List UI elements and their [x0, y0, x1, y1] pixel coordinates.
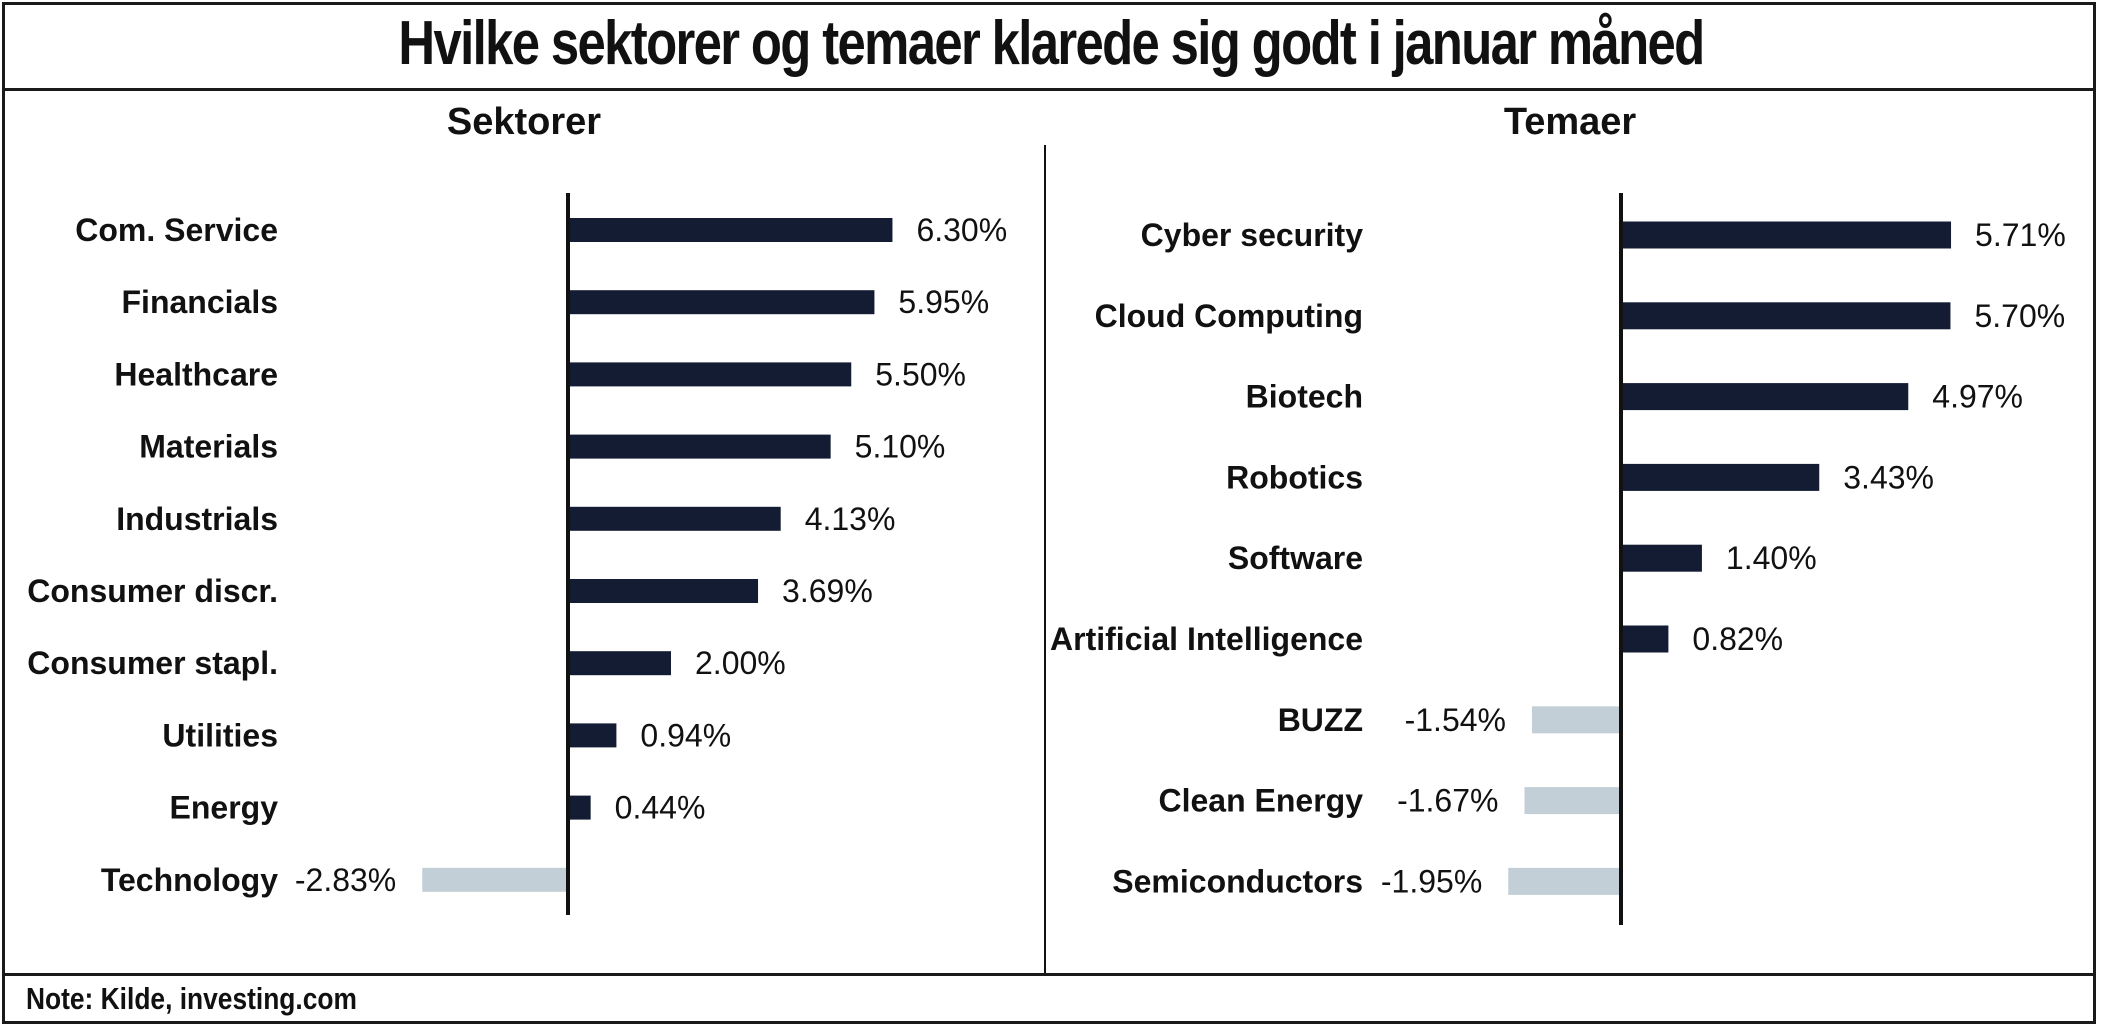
- category-label: Materials: [139, 429, 278, 465]
- category-label: Com. Service: [75, 212, 278, 248]
- title-divider: [2, 88, 2096, 91]
- data-label: 0.44%: [615, 790, 706, 826]
- category-label: Clean Energy: [1158, 783, 1363, 819]
- category-label: Biotech: [1246, 379, 1363, 415]
- data-label: 5.10%: [855, 429, 946, 465]
- category-label: Cloud Computing: [1095, 298, 1363, 334]
- category-label: Utilities: [162, 717, 278, 753]
- data-label: 6.30%: [916, 212, 1007, 248]
- sektorer-panel: Sektorer 6.30% Com. Service 5.95% Financials…: [27, 101, 1007, 915]
- data-label: 5.71%: [1975, 217, 2066, 253]
- bar: [422, 867, 568, 892]
- data-label: 3.43%: [1843, 459, 1934, 495]
- data-label: 0.94%: [640, 717, 731, 753]
- data-label: 3.69%: [782, 573, 873, 609]
- bar: [1621, 221, 1952, 249]
- bar: [568, 579, 759, 603]
- bar: [568, 362, 852, 387]
- category-label: Artificial Intelligence: [1050, 621, 1363, 657]
- data-label: -1.95%: [1381, 863, 1482, 899]
- bar: [1621, 544, 1702, 572]
- data-label: 4.13%: [805, 501, 896, 537]
- bar: [1621, 625, 1669, 653]
- category-label: BUZZ: [1278, 702, 1363, 738]
- bar: [568, 651, 671, 676]
- category-label: Financials: [122, 284, 279, 320]
- category-label: Industrials: [116, 501, 278, 537]
- source-note: Note: Kilde, investing.com: [26, 981, 357, 1016]
- bar: [1508, 867, 1621, 895]
- bar: [568, 795, 591, 820]
- category-label: Semiconductors: [1112, 863, 1363, 899]
- bar: [1621, 302, 1951, 330]
- data-label: 1.40%: [1726, 540, 1817, 576]
- category-label: Software: [1228, 540, 1363, 576]
- data-label: -1.54%: [1405, 702, 1506, 738]
- category-label: Energy: [170, 790, 279, 826]
- panel-title: Sektorer: [447, 101, 601, 143]
- bar: [1524, 787, 1621, 815]
- bar: [1621, 383, 1909, 411]
- data-label: 4.97%: [1932, 379, 2023, 415]
- panel-title: Temaer: [1504, 101, 1637, 143]
- category-label: Technology: [101, 862, 278, 898]
- chart-title: Hvilke sektorer og temaer klarede sig go…: [398, 9, 1705, 78]
- bar: [568, 506, 781, 531]
- bar: [568, 723, 617, 748]
- category-label: Cyber security: [1141, 217, 1364, 253]
- category-label: Consumer stapl.: [27, 645, 278, 681]
- bar: [1621, 463, 1820, 491]
- data-label: -2.83%: [295, 862, 396, 898]
- data-label: 5.50%: [875, 356, 966, 392]
- bar: [568, 290, 875, 315]
- data-label: 0.82%: [1692, 621, 1783, 657]
- data-label: -1.67%: [1397, 783, 1498, 819]
- category-label: Robotics: [1226, 459, 1363, 495]
- data-label: 5.95%: [898, 284, 989, 320]
- bar: [1531, 706, 1621, 734]
- data-label: 5.70%: [1974, 298, 2065, 334]
- bar: [568, 218, 893, 242]
- data-label: 2.00%: [695, 645, 786, 681]
- bar: [568, 434, 831, 459]
- category-label: Consumer discr.: [27, 573, 278, 609]
- note-divider: [2, 973, 2096, 976]
- category-label: Healthcare: [114, 356, 278, 392]
- temaer-panel: Temaer 5.71% Cyber security 5.70% Cloud Comp…: [1050, 101, 2066, 925]
